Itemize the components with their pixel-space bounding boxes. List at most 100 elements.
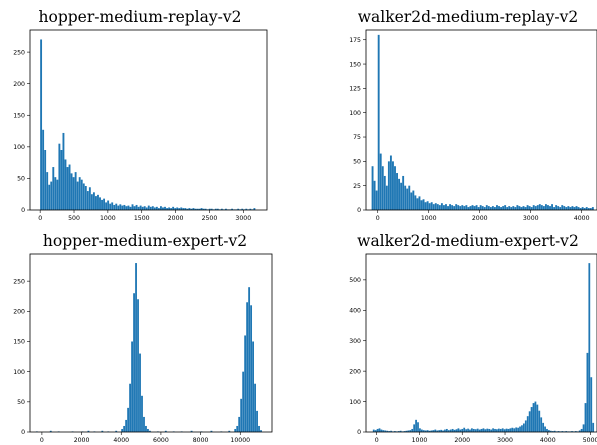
histogram-bar [252,341,254,432]
histogram-bar [178,208,181,210]
histogram-bar [561,431,564,432]
histogram-bar [64,159,67,210]
histogram-bar [164,430,167,432]
histogram-bar [521,425,523,432]
histogram-bar [208,208,211,210]
histogram-bar [386,430,389,432]
histogram-bar [481,206,484,210]
histogram-bar [121,428,124,432]
histogram-bar [253,208,256,210]
histogram-bar [78,177,81,210]
histogram-bar [249,208,252,210]
histogram-bar [109,203,112,210]
x-tick-label: 500 [68,215,80,222]
histogram-bar [420,200,423,210]
histogram-bar [153,207,156,210]
histogram-bar [477,207,480,210]
histogram-bar [534,206,537,210]
histogram-bar [586,352,589,432]
histogram-bar [512,206,515,210]
histogram-bar [428,430,431,432]
histogram-bar [236,425,239,432]
histogram-bar [143,416,145,432]
histogram-bar [216,208,219,210]
histogram-bar [413,424,416,432]
x-tick-label: 0 [38,215,42,222]
histogram-bar [84,186,87,210]
histogram-bar [500,207,502,210]
histogram-bar [557,431,560,432]
histogram-bar [76,181,79,210]
histogram-bar [97,194,99,210]
histogram-bar [389,155,392,210]
y-tick-label: 0 [357,207,361,214]
histogram-bar [449,429,452,432]
histogram-bar [412,190,415,210]
y-tick-label: 75 [353,134,361,141]
histogram-bar [451,428,454,432]
y-tick-label: 400 [349,307,361,314]
histogram-bar [509,428,512,432]
y-tick-label: 100 [13,369,25,376]
histogram-bar [164,206,166,210]
histogram-bar [137,299,139,432]
histogram-bar [501,428,504,432]
histogram-bar [115,430,118,432]
histogram-bar [417,422,419,432]
histogram-bar [378,428,381,432]
histogram-bar [577,207,580,210]
histogram-bar [394,166,396,210]
histogram-bar [585,207,588,210]
x-tick-label: 0 [40,437,44,444]
histogram-bar [569,207,572,210]
histogram-bar [492,428,494,432]
histogram-bar [553,430,556,432]
histogram-bar [530,407,533,432]
histogram-bar [457,428,460,432]
histogram-bar [182,208,185,210]
histogram-bar [528,206,531,210]
histogram-bar [125,206,128,210]
histogram-bar [473,206,476,210]
axes-frame [29,29,268,211]
histogram-bar [210,430,213,432]
histogram-bar [419,428,421,432]
histogram-bar [214,208,217,210]
histogram-bar [256,410,258,432]
histogram-bar [107,200,110,210]
y-tick-label: 175 [349,37,361,44]
y-tick-label: 300 [349,338,361,345]
histogram-bar [231,208,233,210]
histogram-bar [440,429,442,432]
histogram-bar [384,430,387,432]
histogram-bar [379,153,382,210]
histogram-bar [410,192,413,210]
axes-frame [365,29,597,211]
histogram-bar [461,205,464,210]
x-tick-label: 5000 [583,437,597,444]
histogram-bar [390,430,392,432]
histogram-bar [478,429,481,432]
y-tick-label: 0 [21,207,25,214]
histogram-bar [198,208,201,210]
histogram-bar [571,431,573,432]
histogram-bar [507,428,510,432]
histogram-bar [459,429,462,432]
histogram-bar [442,430,444,432]
x-tick-label: 3000 [523,215,539,222]
histogram-bar [496,429,498,432]
histogram-bar [420,429,423,432]
histogram-bar [436,204,439,210]
histogram-bar [536,404,539,432]
histogram-bar [416,198,419,210]
subplot-title: walker2d-medium-replay-v2 [358,8,578,26]
histogram-bar [551,431,554,432]
histogram-bar [536,205,539,210]
histogram-bar [487,206,490,210]
histogram-bar [575,206,578,210]
histogram-bar [166,208,168,210]
histogram-bar [139,353,141,432]
histogram-bar [123,425,126,432]
histogram-bar [484,429,487,432]
